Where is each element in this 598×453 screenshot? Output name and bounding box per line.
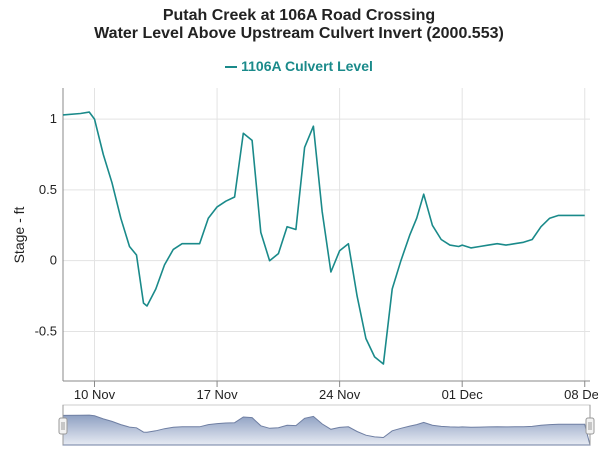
x-tick-label: 08 Dec [564, 387, 598, 402]
x-tick-label: 01 Dec [442, 387, 484, 402]
chart-subtitle: Water Level Above Upstream Culvert Inver… [94, 25, 504, 42]
y-tick-label: 0.5 [39, 182, 57, 197]
legend[interactable]: 1106A Culvert Level [0, 58, 598, 74]
x-tick-label: 24 Nov [319, 387, 361, 402]
chart-title: Putah Creek at 106A Road Crossing [162, 7, 436, 24]
axes: 1 0.5 0 -0.5 10 Nov 17 Nov 24 Nov 01 Dec 08 Dec [35, 88, 598, 402]
x-tick-label: 10 Nov [74, 387, 116, 402]
legend-swatch [225, 66, 238, 69]
navigator-handle-right[interactable] [585, 417, 595, 435]
series-layer [62, 111, 585, 365]
grid [63, 88, 590, 381]
x-tick-label: 17 Nov [196, 387, 238, 402]
y-tick-label: 1 [50, 111, 57, 126]
y-axis-label: Stage - ft [11, 206, 27, 263]
series-line [62, 111, 585, 365]
navigator-series [62, 414, 591, 446]
y-tick-label: 0 [50, 253, 57, 268]
legend-label: 1106A Culvert Level [241, 58, 373, 74]
y-tick-label: -0.5 [35, 323, 57, 338]
navigator[interactable] [58, 404, 595, 446]
navigator-handle-left[interactable] [58, 417, 68, 435]
